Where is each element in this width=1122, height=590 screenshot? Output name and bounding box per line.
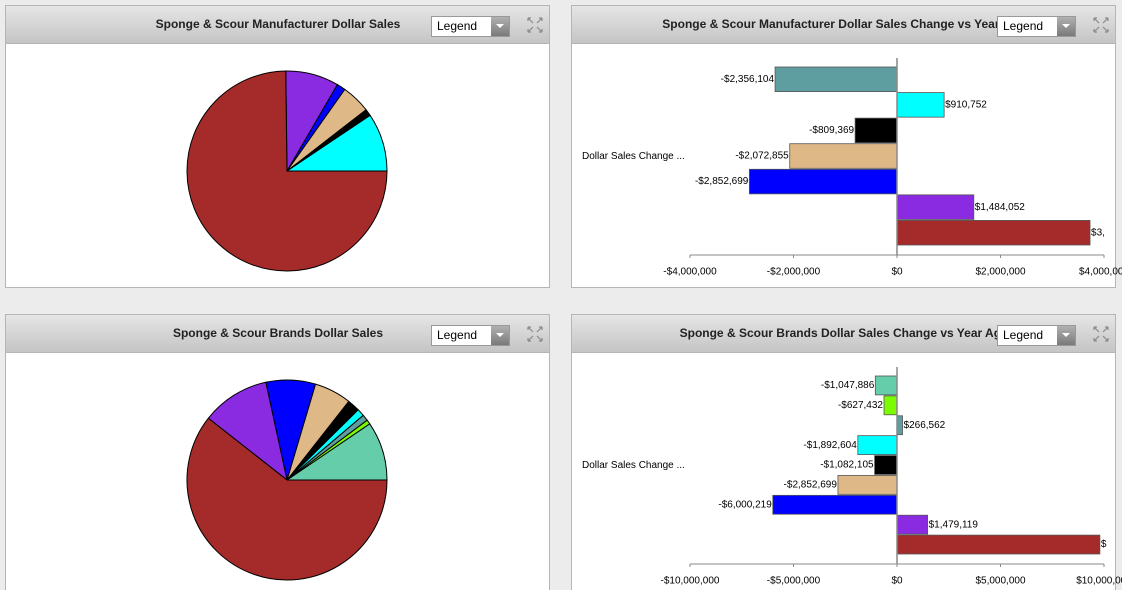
value-label: $266,562: [904, 420, 946, 431]
x-tick-label: $4,000,000: [1079, 267, 1122, 278]
value-label: -$627,432: [838, 400, 883, 411]
value-label: -$809,369: [809, 125, 854, 136]
value-label: -$1,892,604: [803, 440, 857, 451]
bar: [748, 168, 898, 195]
legend-dropdown[interactable]: Legend: [997, 16, 1076, 37]
legend-dropdown[interactable]: Legend: [997, 325, 1076, 346]
x-tick-label: -$5,000,000: [767, 576, 821, 587]
bar: [896, 194, 975, 220]
x-tick-label: $0: [891, 267, 903, 278]
bar: [774, 66, 898, 92]
value-label: $910,752: [945, 99, 987, 110]
bar: [789, 143, 898, 169]
dropdown-label[interactable]: Legend: [437, 328, 477, 342]
category-label: Dollar Sales Change ...: [582, 460, 685, 471]
x-tick-label: -$10,000,000: [661, 576, 720, 587]
expand-icon[interactable]: [1093, 17, 1109, 33]
x-tick-label: $10,000,000: [1076, 576, 1122, 587]
bar: [874, 375, 898, 396]
x-tick-label: -$4,000,000: [663, 267, 717, 278]
panel: Sponge & Scour Manufacturer Dollar Sales…: [5, 5, 550, 288]
dropdown-label[interactable]: Legend: [1003, 328, 1043, 342]
bar: [896, 92, 945, 118]
dropdown-arrow[interactable]: [1062, 24, 1070, 28]
expand-arrows[interactable]: [1093, 17, 1109, 33]
dropdown-box[interactable]: [431, 16, 510, 37]
bar: [896, 220, 1091, 246]
x-tick-label: $0: [891, 576, 903, 587]
pie-slice: [186, 417, 388, 581]
value-label: -$2,852,699: [695, 176, 749, 187]
panel-title: Sponge & Scour Manufacturer Dollar Sales…: [662, 17, 1025, 31]
panel-title: Sponge & Scour Brands Dollar Sales Chang…: [680, 326, 1009, 340]
panel: Sponge & Scour Brands Dollar Sales Legend: [5, 314, 550, 590]
expand-icon[interactable]: [1093, 326, 1109, 342]
value-label: -$2,356,104: [721, 74, 775, 85]
dropdown-arrow[interactable]: [496, 24, 504, 28]
pie-slice: [186, 70, 388, 272]
expand-arrows[interactable]: [1093, 326, 1109, 342]
value-label: -$2,852,699: [784, 480, 838, 491]
dropdown-box[interactable]: [431, 325, 510, 346]
category-label: Dollar Sales Change ...: [582, 151, 685, 162]
bar: [896, 514, 929, 535]
dropdown-arrow[interactable]: [1062, 333, 1070, 337]
expand-arrows[interactable]: [527, 17, 543, 33]
dropdown-box[interactable]: [997, 325, 1076, 346]
value-label: $: [1101, 539, 1107, 550]
value-label: -$2,072,855: [735, 151, 789, 162]
x-tick-label: $5,000,000: [975, 576, 1025, 587]
pie-slice: [207, 381, 288, 482]
value-label: -$1,082,105: [820, 460, 874, 471]
value-label: -$6,000,219: [718, 499, 772, 510]
dropdown-label[interactable]: Legend: [1003, 19, 1043, 33]
expand-arrows[interactable]: [527, 326, 543, 342]
value-label: $3,: [1091, 227, 1105, 238]
panel: -$2,356,104 $910,752 -$809,369 -$2,072,855 -…: [571, 5, 1122, 288]
value-label: $1,484,052: [975, 202, 1025, 213]
bar: [837, 475, 898, 495]
panel: -$1,047,886 -$627,432 $266,562 -$1,892,604 -…: [571, 314, 1122, 590]
bar: [772, 494, 898, 515]
panel-title: Sponge & Scour Brands Dollar Sales: [173, 326, 383, 340]
bar: [896, 534, 1101, 555]
bar: [874, 455, 898, 475]
bar: [896, 415, 903, 436]
value-label: -$1,047,886: [821, 380, 875, 391]
dropdown-label[interactable]: Legend: [437, 19, 477, 33]
bar: [854, 117, 898, 144]
dropdown-arrow[interactable]: [496, 333, 504, 337]
expand-icon[interactable]: [527, 17, 543, 33]
panel-title: Sponge & Scour Manufacturer Dollar Sales: [156, 17, 401, 31]
legend-dropdown[interactable]: Legend: [431, 325, 510, 346]
x-tick-label: $2,000,000: [975, 267, 1025, 278]
bar: [883, 395, 898, 416]
x-tick-label: -$2,000,000: [767, 267, 821, 278]
expand-icon[interactable]: [527, 326, 543, 342]
legend-dropdown[interactable]: Legend: [431, 16, 510, 37]
value-label: $1,479,119: [929, 519, 979, 530]
dropdown-box[interactable]: [997, 16, 1076, 37]
bar: [857, 435, 898, 455]
